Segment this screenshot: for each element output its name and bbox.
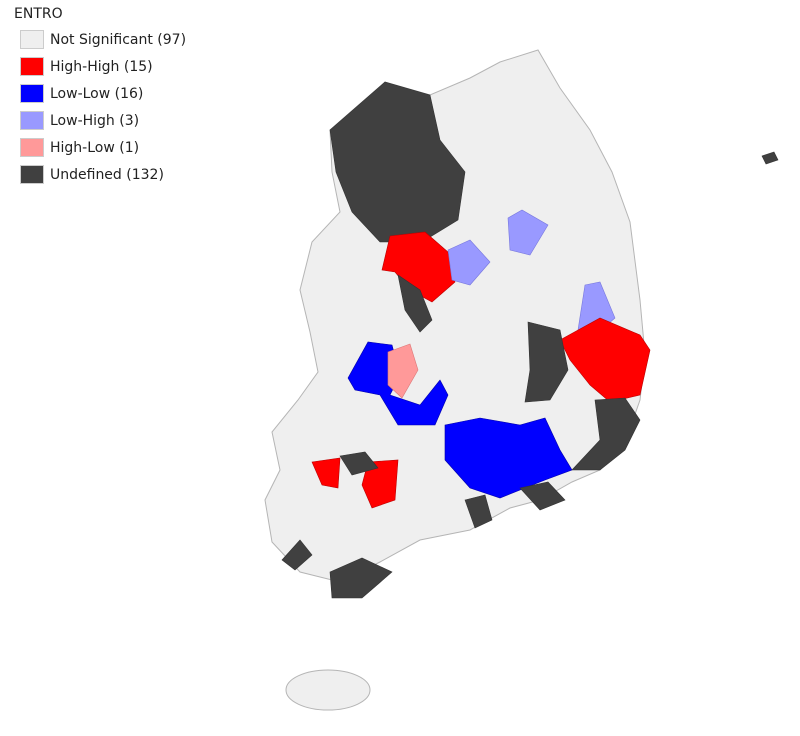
undefined-region xyxy=(464,481,566,529)
high-high-region xyxy=(311,457,399,509)
legend-item: Not Significant (97) xyxy=(4,26,186,53)
legend-label: Low-High (3) xyxy=(50,112,140,129)
legend-item: Low-Low (16) xyxy=(4,80,186,107)
legend-title: ENTRO xyxy=(14,6,63,22)
legend-item: Low-High (3) xyxy=(4,107,186,134)
legend: ENTRO Not Significant (97) High-High (15)… xyxy=(4,6,186,188)
high-low-region xyxy=(387,343,419,399)
legend-label: Low-Low (16) xyxy=(50,85,144,102)
undefined-region xyxy=(524,321,569,403)
low-high-region xyxy=(507,209,549,256)
undefined-region xyxy=(761,151,779,165)
legend-item: Undefined (132) xyxy=(4,161,186,188)
high-high-region xyxy=(381,231,456,303)
low-low-region xyxy=(347,341,449,426)
legend-item: High-High (15) xyxy=(4,53,186,80)
legend-items: Not Significant (97) High-High (15) Low-Lo… xyxy=(4,26,186,188)
legend-swatch xyxy=(20,84,44,103)
undefined-region xyxy=(281,539,393,599)
legend-swatch xyxy=(20,30,44,49)
low-low-region xyxy=(444,417,573,499)
legend-swatch xyxy=(20,57,44,76)
legend-label: High-Low (1) xyxy=(50,139,140,156)
legend-swatch xyxy=(20,165,44,184)
legend-swatch xyxy=(20,111,44,130)
legend-label: High-High (15) xyxy=(50,58,153,75)
undefined-region xyxy=(329,81,466,243)
legend-swatch xyxy=(20,138,44,157)
undefined-region xyxy=(397,274,433,333)
legend-label: Not Significant (97) xyxy=(50,31,187,48)
undefined-region xyxy=(571,397,641,471)
high-high-region xyxy=(559,317,651,403)
low-high-region xyxy=(447,239,491,286)
legend-label: Undefined (132) xyxy=(50,166,164,183)
undefined-region xyxy=(339,451,379,476)
jeju-island xyxy=(285,669,371,711)
map-regions xyxy=(264,49,779,711)
legend-item: High-Low (1) xyxy=(4,134,186,161)
